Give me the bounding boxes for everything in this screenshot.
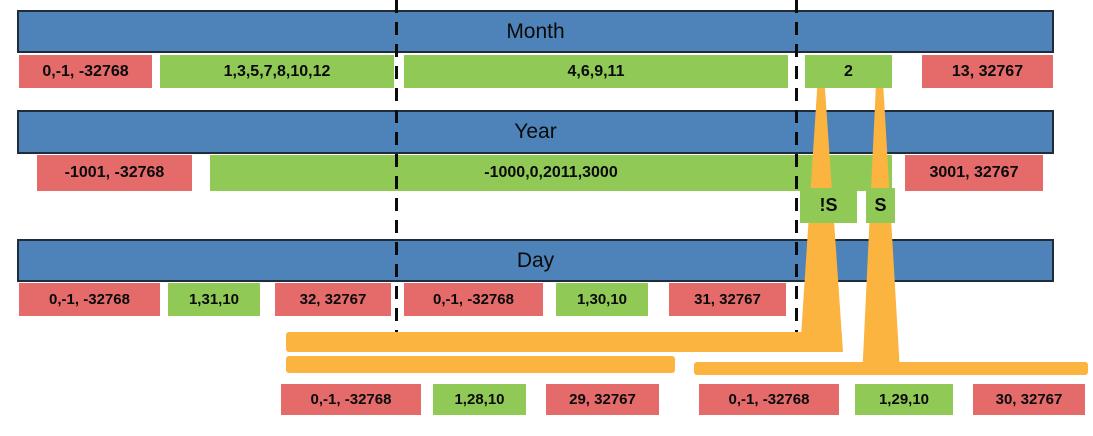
month-class-31-day-months: 1,3,5,7,8,10,12 — [160, 55, 394, 88]
day-class-valid-30: 1,30,10 — [556, 283, 648, 316]
day-class-invalid-high-31: 32, 32767 — [275, 283, 391, 316]
feb-nonleap-class-valid: 1,28,10 — [433, 384, 526, 415]
month-class-invalid-low: 0,-1, -32768 — [19, 55, 152, 88]
day-category-bar: Day — [17, 239, 1054, 282]
year-class-valid-range: -1000,0,2011,3000 — [210, 155, 892, 191]
partition-divider-line-right — [795, 0, 798, 332]
leap-year-flag: S — [866, 188, 895, 223]
month-title: Month — [506, 19, 565, 43]
day-class-invalid-low-31: 0,-1, -32768 — [19, 283, 160, 316]
year-class-invalid-low: -1001, -32768 — [37, 155, 192, 191]
feb-nonleap-class-invalid-low: 0,-1, -32768 — [281, 384, 421, 415]
feb-leap-class-invalid-low: 0,-1, -32768 — [699, 384, 839, 415]
partition-divider-line-left — [395, 0, 398, 332]
month-class-30-day-months: 4,6,9,11 — [404, 55, 788, 88]
year-class-invalid-high: 3001, 32767 — [905, 155, 1043, 191]
month-category-bar: Month — [17, 10, 1054, 53]
feb-leap-class-valid: 1,29,10 — [855, 384, 953, 415]
non-leap-year-flag: !S — [800, 188, 857, 223]
non-leap-connector-bar-bottom — [286, 356, 675, 373]
year-title: Year — [514, 120, 557, 143]
day-title: Day — [516, 248, 555, 272]
non-leap-connector-bar-top — [286, 332, 842, 352]
day-class-invalid-high-30: 31, 32767 — [669, 283, 786, 316]
day-class-invalid-low-30: 0,-1, -32768 — [404, 283, 543, 316]
month-class-invalid-high: 13, 32767 — [922, 55, 1053, 88]
feb-nonleap-class-invalid-high: 29, 32767 — [546, 384, 659, 415]
leap-connector-bar — [694, 362, 1088, 375]
year-category-bar: Year — [17, 110, 1054, 154]
month-class-february: 2 — [805, 55, 892, 88]
feb-leap-class-invalid-high: 30, 32767 — [973, 384, 1085, 415]
day-class-valid-31: 1,31,10 — [168, 283, 260, 316]
